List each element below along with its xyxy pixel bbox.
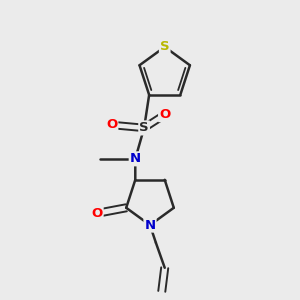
Text: S: S bbox=[160, 40, 169, 53]
Text: O: O bbox=[159, 108, 170, 121]
Text: O: O bbox=[106, 118, 117, 131]
Text: N: N bbox=[144, 219, 156, 232]
Text: S: S bbox=[139, 122, 149, 134]
Text: N: N bbox=[130, 152, 141, 165]
Text: O: O bbox=[92, 207, 103, 220]
